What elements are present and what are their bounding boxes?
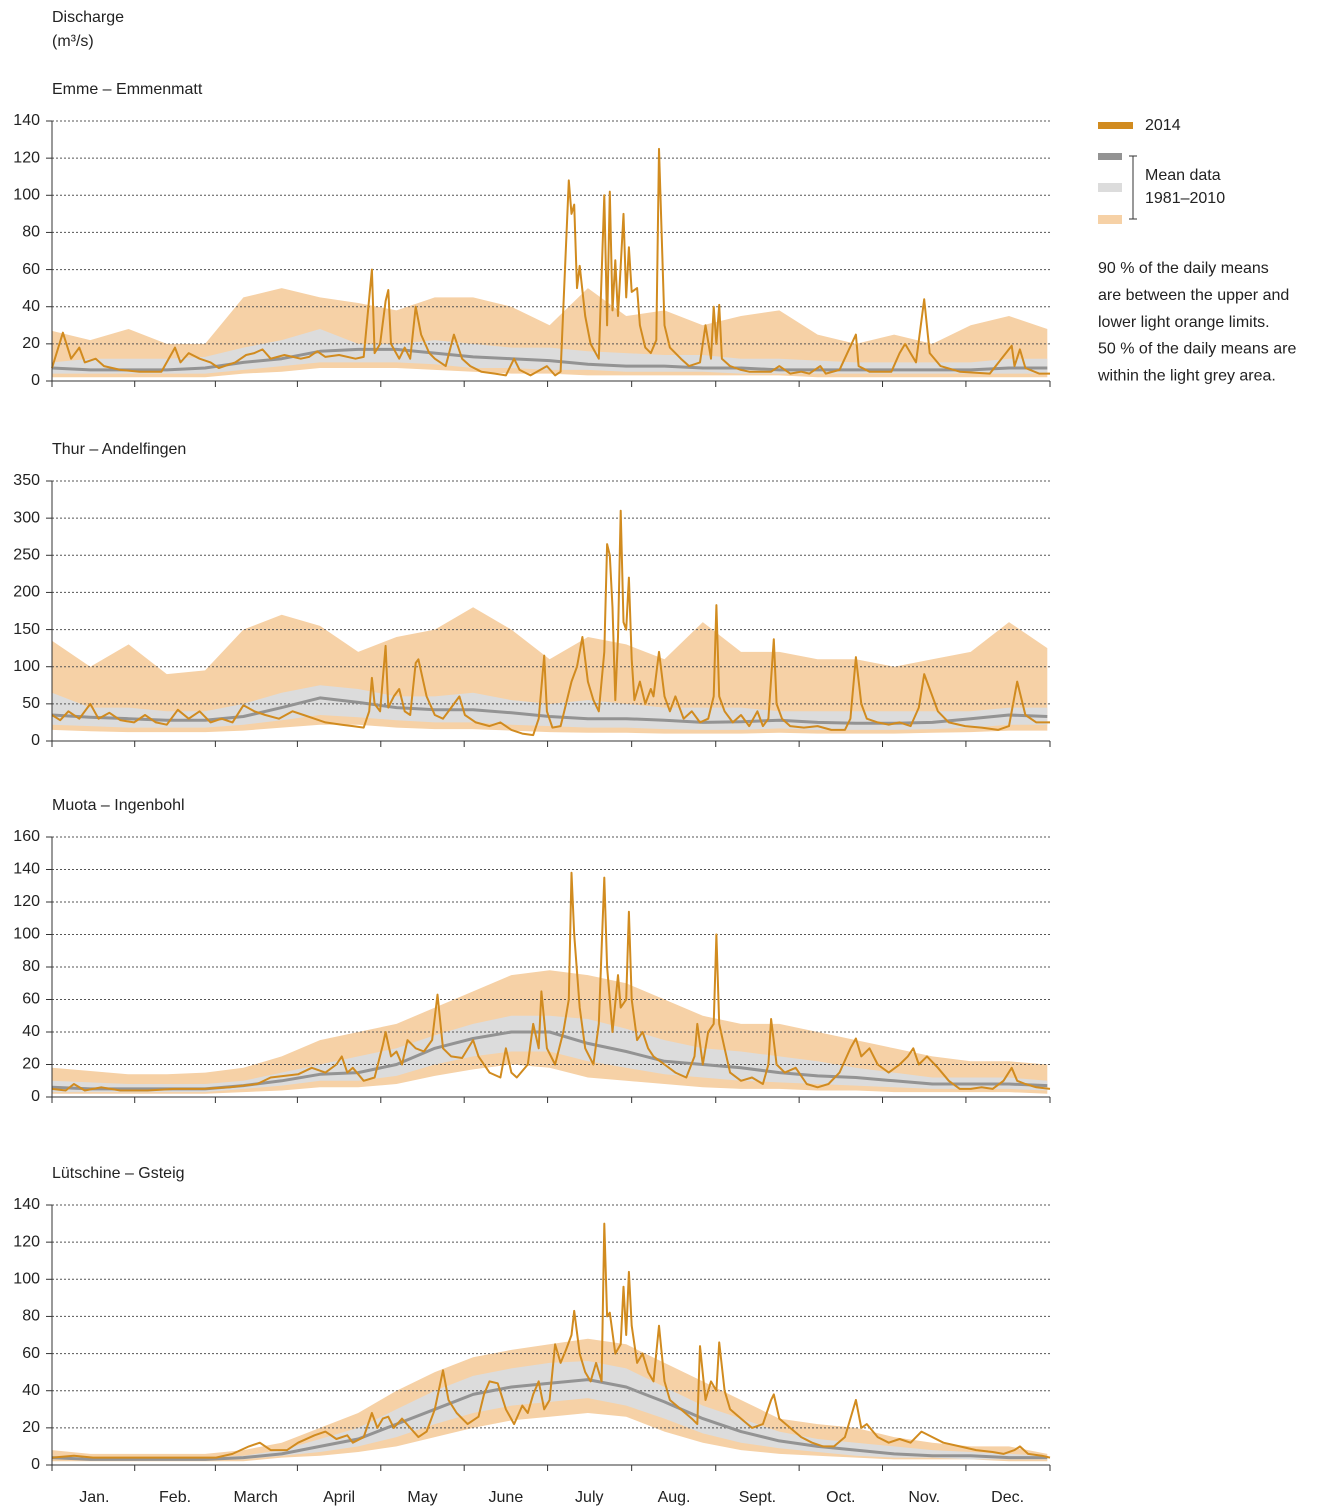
- x-tick-label: April: [323, 1489, 355, 1506]
- range-band: [52, 329, 1048, 374]
- data-line: [51, 871, 1051, 1092]
- y-tick-label: 120: [13, 149, 40, 166]
- x-tick-label: March: [233, 1489, 277, 1506]
- x-tick-label: Dec.: [991, 1489, 1024, 1506]
- y-tick-label: 140: [13, 1196, 40, 1213]
- legend-note: 90 % of the daily means: [1098, 260, 1269, 277]
- x-tick-label: Nov.: [908, 1489, 940, 1506]
- y-tick-label: 50: [22, 695, 40, 712]
- y-tick-label: 60: [22, 261, 40, 278]
- legend-note: 50 % of the daily means are: [1098, 341, 1296, 358]
- y-tick-label: 60: [22, 1345, 40, 1362]
- legend-swatch: [1098, 122, 1133, 129]
- y-tick-label: 100: [13, 187, 40, 204]
- legend-note: lower light orange limits.: [1098, 314, 1270, 331]
- y-tick-label: 250: [13, 547, 40, 564]
- range-band: [52, 685, 1048, 730]
- y-tick-label: 60: [22, 991, 40, 1008]
- legend-label: 1981–2010: [1145, 190, 1225, 207]
- x-tick-label: Aug.: [658, 1489, 691, 1506]
- mean-line: [51, 347, 1048, 372]
- y-tick-label: 40: [22, 1382, 40, 1399]
- x-tick-label: Jan.: [79, 1489, 109, 1506]
- legend-swatch: [1098, 183, 1122, 192]
- y-tick-label: 80: [22, 224, 40, 241]
- y-tick-label: 160: [13, 828, 40, 845]
- y-tick-label: 40: [22, 298, 40, 315]
- y-tick-label: 20: [22, 1419, 40, 1436]
- data-line: [51, 147, 1050, 377]
- legend-label: Mean data: [1145, 167, 1221, 184]
- y-tick-label: 150: [13, 621, 40, 638]
- x-tick-label: Oct.: [826, 1489, 855, 1506]
- axis-label: Discharge: [52, 9, 124, 26]
- y-tick-label: 0: [31, 1456, 40, 1473]
- legend-note: are between the upper and: [1098, 287, 1289, 304]
- data-line: [51, 1222, 1051, 1459]
- x-tick-label: July: [575, 1489, 603, 1506]
- y-tick-label: 140: [13, 112, 40, 129]
- y-tick-label: 100: [13, 658, 40, 675]
- y-tick-label: 20: [22, 1056, 40, 1073]
- y-tick-label: 120: [13, 893, 40, 910]
- chart-title: Muota – Ingenbohl: [52, 797, 185, 814]
- mean-line: [51, 1378, 1048, 1461]
- y-tick-label: 350: [13, 472, 40, 489]
- y-tick-label: 40: [22, 1023, 40, 1040]
- y-tick-label: 120: [13, 1233, 40, 1250]
- y-tick-label: 300: [13, 509, 40, 526]
- y-tick-label: 0: [31, 1088, 40, 1105]
- chart-title: Thur – Andelfingen: [52, 441, 186, 458]
- range-band: [52, 1361, 1048, 1460]
- x-tick-label: May: [407, 1489, 437, 1506]
- axis-label: (m³/s): [52, 33, 94, 50]
- x-tick-label: Feb.: [159, 1489, 191, 1506]
- chart-title: Lütschine – Gsteig: [52, 1165, 185, 1182]
- legend-note: within the light grey area.: [1097, 367, 1276, 384]
- y-tick-label: 0: [31, 372, 40, 389]
- y-tick-label: 80: [22, 958, 40, 975]
- x-tick-label: Sept.: [739, 1489, 776, 1506]
- legend-swatch: [1098, 215, 1122, 224]
- y-tick-label: 100: [13, 1271, 40, 1288]
- y-tick-label: 200: [13, 584, 40, 601]
- y-tick-label: 0: [31, 732, 40, 749]
- x-tick-label: June: [489, 1489, 524, 1506]
- y-tick-label: 100: [13, 926, 40, 943]
- chart-title: Emme – Emmenmatt: [52, 81, 203, 98]
- legend-swatch: [1098, 153, 1122, 160]
- y-tick-label: 20: [22, 335, 40, 352]
- y-tick-label: 140: [13, 861, 40, 878]
- data-line: [51, 509, 1050, 737]
- y-tick-label: 80: [22, 1308, 40, 1325]
- legend-label: 2014: [1145, 117, 1181, 134]
